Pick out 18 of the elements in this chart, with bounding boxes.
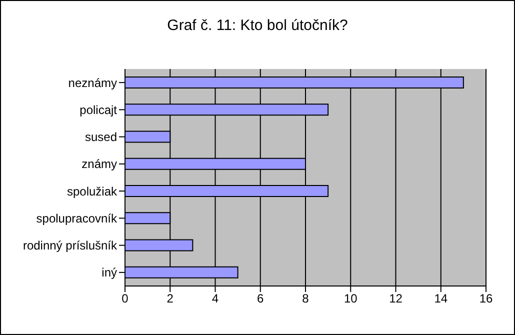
x-tick-label: 10	[344, 292, 358, 306]
y-tick-label: iný	[102, 266, 117, 280]
x-tick-label: 4	[212, 292, 219, 306]
x-tick-label: 8	[302, 292, 310, 306]
x-tick-label: 0	[122, 292, 129, 306]
x-tick-label: 6	[257, 292, 264, 306]
x-tick-label: 12	[389, 292, 403, 306]
x-tick-label: 14	[434, 292, 448, 306]
x-tick-label: 16	[479, 292, 493, 306]
chart-title: Graf č. 11: Kto bol útočník?	[166, 17, 349, 34]
y-tick-label: známy	[82, 157, 117, 172]
y-tick-label: sused	[84, 130, 117, 144]
y-tick-label: spolužiak	[66, 184, 118, 198]
y-tick-label: rodinný príslušník	[22, 238, 118, 253]
y-tick-label: neznámy	[68, 76, 117, 90]
y-tick-label: policajt	[80, 102, 118, 117]
y-tick-label: spolupracovník	[36, 211, 118, 226]
x-tick-label: 2	[166, 292, 174, 306]
